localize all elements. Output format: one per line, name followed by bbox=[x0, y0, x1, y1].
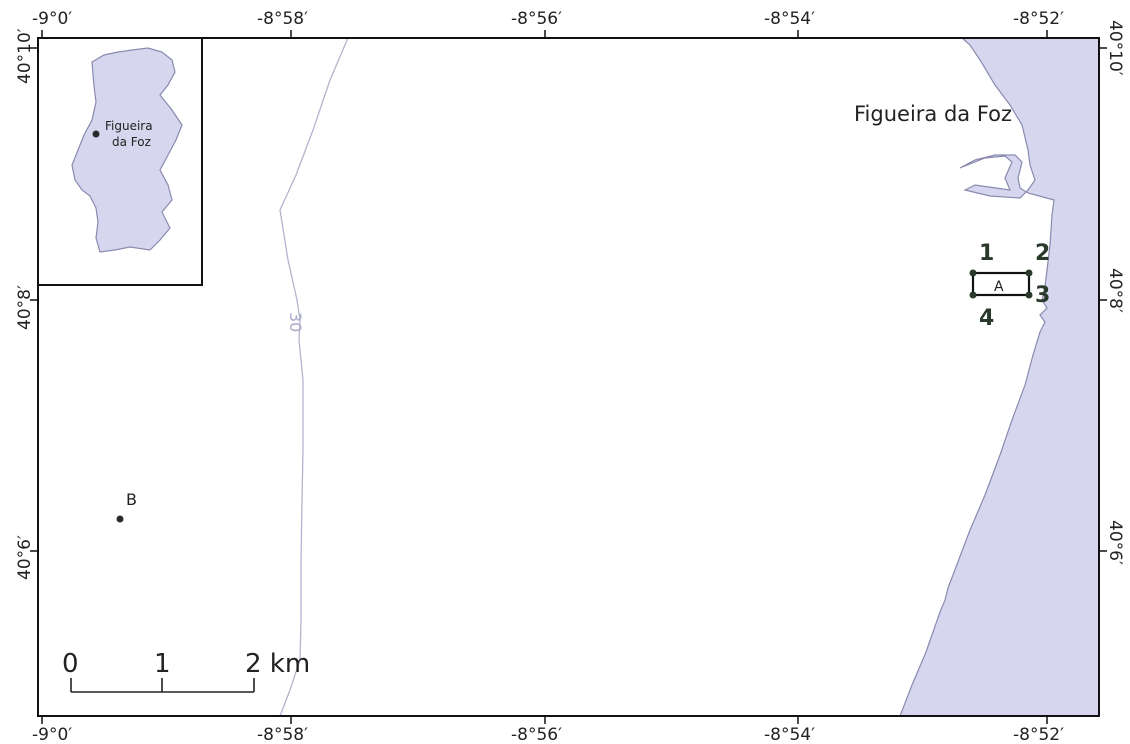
inset-map: Figueira da Foz bbox=[37, 37, 203, 286]
top-tick-label: -8°58′ bbox=[257, 9, 308, 29]
area-a-vertex-2 bbox=[1025, 269, 1033, 277]
bottom-tick-label: -8°54′ bbox=[764, 725, 815, 744]
inset-label-line2: da Foz bbox=[112, 135, 151, 149]
study-area-a: A 1 2 3 4 bbox=[969, 241, 1050, 331]
corner-label-1: 1 bbox=[979, 241, 994, 266]
area-a-vertex-4 bbox=[969, 291, 977, 299]
scale-bar: 0 1 2 km bbox=[62, 649, 310, 693]
bottom-tick-label: -9°0′ bbox=[32, 725, 72, 744]
map-frame bbox=[37, 37, 1100, 717]
scale-label-1: 1 bbox=[154, 649, 171, 679]
right-tick-label: 40°10′ bbox=[1105, 20, 1125, 76]
inset-label-line1: Figueira bbox=[105, 119, 153, 133]
land-area bbox=[899, 37, 1100, 717]
bottom-tick-label: -8°56′ bbox=[511, 725, 562, 744]
top-tick-label: -8°52′ bbox=[1013, 9, 1064, 29]
left-axis: 40°10′ 40°8′ 40°6′ bbox=[15, 28, 38, 580]
bottom-axis: -9°0′ -8°58′ -8°56′ -8°54′ -8°52′ bbox=[32, 716, 1064, 744]
bottom-tick-label: -8°52′ bbox=[1013, 725, 1064, 744]
bottom-tick-label: -8°58′ bbox=[257, 725, 308, 744]
area-a-label: A bbox=[994, 279, 1004, 295]
top-tick-label: -8°54′ bbox=[764, 9, 815, 29]
inset-figueira-marker bbox=[92, 130, 100, 138]
scale-label-2km: 2 km bbox=[245, 649, 310, 679]
depth-contour-30 bbox=[279, 37, 349, 717]
depth-contour-label: 30 bbox=[286, 312, 305, 332]
point-b-label: B bbox=[126, 490, 137, 509]
top-tick-label: -9°0′ bbox=[32, 9, 72, 29]
top-tick-label: -8°56′ bbox=[511, 9, 562, 29]
point-b: B bbox=[116, 490, 137, 523]
inset-portugal-shape bbox=[71, 47, 183, 253]
right-axis: 40°10′ 40°8′ 40°6′ bbox=[1099, 20, 1125, 565]
left-tick-label: 40°6′ bbox=[15, 535, 35, 580]
left-tick-label: 40°8′ bbox=[15, 285, 35, 330]
top-axis: -9°0′ -8°58′ -8°56′ -8°54′ -8°52′ bbox=[32, 9, 1064, 38]
right-tick-label: 40°8′ bbox=[1105, 268, 1125, 313]
corner-label-3: 3 bbox=[1035, 283, 1050, 308]
point-b-marker bbox=[116, 515, 124, 523]
area-a-vertex-3 bbox=[1025, 291, 1033, 299]
area-a-vertex-1 bbox=[969, 269, 977, 277]
corner-label-2: 2 bbox=[1035, 241, 1050, 266]
town-label: Figueira da Foz bbox=[854, 102, 1012, 126]
map-background bbox=[38, 38, 1099, 716]
study-area-a-box bbox=[971, 271, 1031, 297]
right-tick-label: 40°6′ bbox=[1105, 520, 1125, 565]
scale-label-0: 0 bbox=[62, 649, 79, 679]
left-tick-label: 40°10′ bbox=[15, 28, 35, 84]
corner-label-4: 4 bbox=[979, 306, 994, 331]
